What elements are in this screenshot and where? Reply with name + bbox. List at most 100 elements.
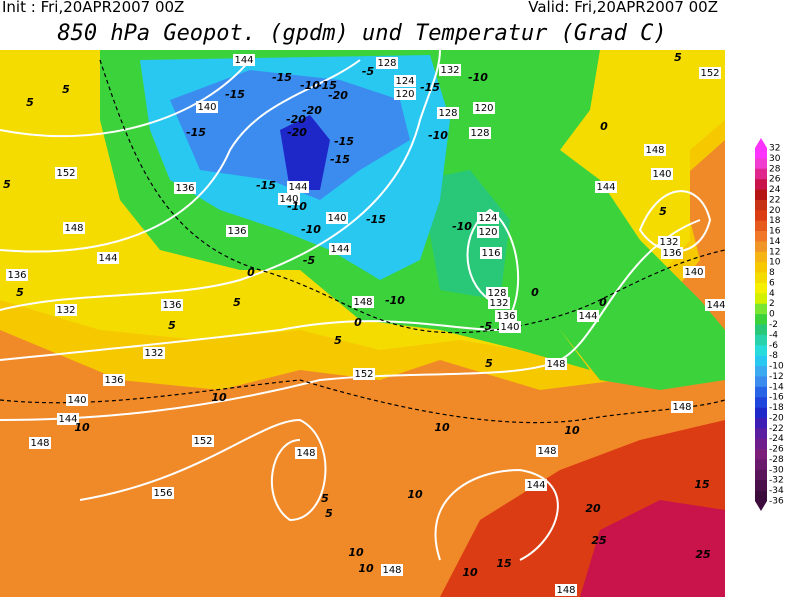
geopotential-label-box <box>394 88 416 100</box>
colorbar-label: -16 <box>769 393 784 403</box>
temperature-label: 5 <box>62 83 70 96</box>
geopotential-label-box <box>329 243 351 255</box>
colorbar-label: 0 <box>769 310 775 320</box>
geopotential-label: 140 <box>279 194 298 205</box>
geopotential-label-box <box>699 67 721 79</box>
geopotential-label-box <box>486 287 508 299</box>
geopotential-label-box <box>66 394 88 406</box>
geopotential-label: 148 <box>645 145 664 156</box>
geopotential-label-box <box>192 435 214 447</box>
geopotential-label-box <box>651 168 673 180</box>
geopotential-label: 148 <box>672 402 691 413</box>
geopotential-label: 156 <box>153 488 172 499</box>
temperature-label: 5 <box>674 51 682 64</box>
geopotential-label-box <box>671 401 693 413</box>
geopotential-label-box <box>477 212 499 224</box>
geopotential-label-box <box>196 101 218 113</box>
geopotential-label: 120 <box>478 227 497 238</box>
cold-region <box>420 170 510 300</box>
geopotential-label: 148 <box>30 438 49 449</box>
geopotential-label: 148 <box>296 448 315 459</box>
geopotential-label-box <box>55 304 77 316</box>
colorbar-label: -30 <box>769 465 784 475</box>
colorbar-segment <box>755 262 767 273</box>
colorbar-segment <box>755 345 767 356</box>
colorbar-arrow <box>755 138 767 148</box>
geopotential-label: 140 <box>197 102 216 113</box>
geopotential-label-box <box>469 127 491 139</box>
geopotential-label: 148 <box>537 446 556 457</box>
temperature-label: 10 <box>434 421 450 434</box>
temperature-label: 5 <box>168 319 176 332</box>
geopotential-label-box <box>477 226 499 238</box>
geopotential-label-box <box>353 368 375 380</box>
geopotential-label: 148 <box>546 359 565 370</box>
geopotential-label: 148 <box>353 297 372 308</box>
colorbar-segment <box>755 314 767 325</box>
colorbar-segment <box>755 490 767 502</box>
temperature-label: -10 <box>287 200 307 213</box>
colorbar-arrow <box>755 501 767 511</box>
colorbar-segment <box>755 397 767 408</box>
geopotential-label-box <box>287 181 309 193</box>
geopotential-label: 136 <box>162 300 181 311</box>
geopotential-label-box <box>439 64 461 76</box>
colorbar-label: 2 <box>769 299 775 309</box>
geopotential-label-box <box>63 222 85 234</box>
temperature-label: 5 <box>16 286 24 299</box>
geopotential-label: 152 <box>700 68 719 79</box>
temperature-label: -15 <box>420 81 440 94</box>
temperature-label: 0 <box>247 266 255 279</box>
temperature-label: -20 <box>328 89 348 102</box>
colorbar-segment <box>755 428 767 440</box>
colorbar-segment <box>755 189 767 201</box>
geopotential-label: 144 <box>98 253 117 264</box>
colorbar-label: 26 <box>769 175 781 185</box>
colorbar-label: 28 <box>769 164 781 174</box>
colorbar-label: -12 <box>769 372 784 382</box>
temperature-label: 5 <box>233 296 241 309</box>
valid-time: Valid: Fri,20APR2007 00Z <box>528 0 718 16</box>
colorbar-segment <box>755 303 767 315</box>
geopotential-label-box <box>705 299 725 311</box>
geopotential-label: 128 <box>377 58 396 69</box>
geopotential-label: 140 <box>652 169 671 180</box>
geopotential-label-box <box>545 358 567 370</box>
geopotential-label: 132 <box>489 298 508 309</box>
temperature-label: -5 <box>303 254 316 267</box>
geopotential-label-box <box>55 167 77 179</box>
geopotential-label: 132 <box>144 348 163 359</box>
temperature-label: -10 <box>385 294 405 307</box>
geopotential-label: 152 <box>56 168 75 179</box>
geopotential-label: 120 <box>474 103 493 114</box>
geopotential-label: 144 <box>58 414 77 425</box>
geopotential-label-box <box>473 102 495 114</box>
geopotential-label: 124 <box>395 76 414 87</box>
temperature-label: 25 <box>591 534 607 547</box>
colorbar-segment <box>755 158 767 170</box>
colorbar-segment <box>755 386 767 398</box>
temperature-label: -20 <box>286 113 306 126</box>
geopotential-label-box <box>174 182 196 194</box>
temperature-label: -10 <box>300 79 320 92</box>
temperature-label: 5 <box>334 334 342 347</box>
colorbar-label: -24 <box>769 434 784 444</box>
colorbar-segment <box>755 179 767 190</box>
temperature-label: 0 <box>600 120 608 133</box>
colorbar-segment <box>755 293 767 305</box>
cold-region <box>560 200 725 390</box>
geopotential-label-box <box>536 445 558 457</box>
geopotential-label-box <box>488 297 510 309</box>
colorbar-label: 12 <box>769 247 780 257</box>
temperature-label: -15 <box>186 126 206 139</box>
temperature-label: 10 <box>564 424 580 437</box>
geopotential-label-box <box>394 75 416 87</box>
temperature-label: 10 <box>348 546 364 559</box>
map-title: 850 hPa Geopot. (gpdm) und Temperatur (G… <box>57 21 666 46</box>
geopotential-label: 148 <box>64 223 83 234</box>
temperature-label: 15 <box>694 478 710 491</box>
geopotential-label-box <box>381 564 403 576</box>
colorbar-segment <box>755 199 767 211</box>
